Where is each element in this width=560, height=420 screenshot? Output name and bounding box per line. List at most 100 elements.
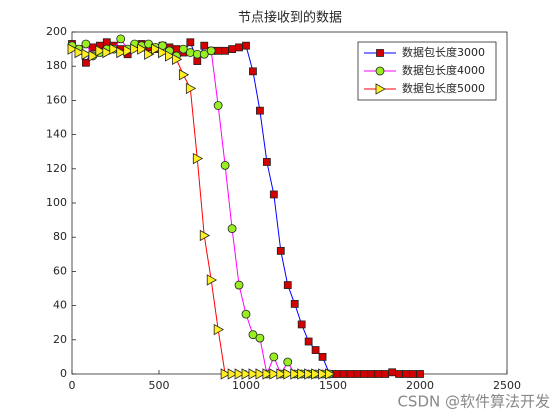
marker: [220, 368, 231, 380]
marker: [200, 41, 209, 50]
x-tick-label: 0: [69, 379, 76, 392]
marker: [213, 323, 224, 336]
marker: [290, 299, 299, 308]
x-tick-label: 2500: [493, 379, 521, 392]
marker: [171, 53, 183, 66]
marker: [304, 337, 313, 346]
marker: [199, 49, 209, 59]
marker: [234, 280, 244, 290]
marker: [199, 229, 211, 242]
marker: [297, 320, 306, 329]
marker: [283, 368, 294, 380]
marker: [375, 66, 385, 76]
marker: [262, 368, 273, 380]
marker: [269, 352, 279, 362]
marker: [123, 45, 134, 57]
marker: [165, 50, 176, 62]
marker: [249, 67, 257, 76]
marker: [88, 50, 99, 62]
y-tick-label: 180: [46, 59, 67, 72]
marker: [228, 45, 236, 53]
marker: [178, 44, 188, 54]
marker: [116, 46, 127, 59]
y-tick-label: 80: [53, 230, 67, 243]
marker: [241, 309, 251, 319]
marker: [269, 368, 280, 380]
marker: [376, 49, 384, 57]
marker: [178, 69, 190, 81]
y-tick-label: 60: [53, 264, 67, 277]
marker: [242, 41, 250, 50]
marker: [95, 45, 106, 57]
marker: [241, 368, 252, 380]
marker: [262, 158, 271, 166]
marker: [395, 370, 404, 378]
marker: [375, 83, 386, 95]
marker: [255, 333, 265, 343]
marker: [206, 274, 218, 286]
marker: [192, 152, 204, 165]
legend-label: 数据包长度5000: [402, 81, 485, 95]
y-tick-label: 160: [46, 93, 67, 106]
watermark: CSDN @软件算法开发: [397, 393, 550, 411]
marker: [381, 370, 390, 378]
y-tick-label: 0: [60, 367, 67, 380]
marker: [144, 39, 153, 49]
marker: [311, 346, 320, 354]
marker: [151, 43, 162, 55]
marker: [82, 58, 90, 67]
legend-label: 数据包长度3000: [402, 45, 485, 59]
marker: [137, 43, 148, 55]
marker: [318, 368, 329, 380]
marker: [235, 43, 243, 52]
marker: [374, 370, 383, 378]
marker: [276, 246, 285, 255]
marker: [81, 48, 92, 60]
marker: [220, 160, 230, 170]
marker: [221, 46, 230, 55]
marker: [186, 38, 195, 47]
marker: [130, 43, 141, 55]
marker: [234, 368, 245, 380]
marker: [339, 370, 348, 378]
marker: [283, 357, 293, 367]
marker: [185, 82, 197, 95]
marker: [346, 370, 355, 378]
chart-title: 节点接收到的数据: [238, 10, 342, 26]
y-tick-label: 200: [46, 25, 67, 38]
marker: [388, 368, 397, 377]
marker: [206, 46, 216, 56]
marker: [255, 368, 266, 380]
marker: [304, 368, 315, 380]
marker: [409, 370, 417, 378]
marker: [227, 224, 237, 234]
x-tick-label: 2000: [406, 379, 434, 392]
x-tick-label: 500: [149, 379, 170, 392]
marker: [276, 368, 287, 380]
marker: [353, 370, 362, 378]
y-tick-label: 140: [46, 128, 67, 141]
marker: [144, 48, 155, 60]
marker: [360, 370, 369, 378]
marker: [67, 43, 78, 55]
x-tick-label: 1500: [319, 379, 347, 392]
marker: [325, 368, 336, 380]
marker: [256, 106, 264, 115]
marker: [116, 34, 126, 44]
marker: [74, 46, 85, 59]
marker: [402, 370, 410, 378]
marker: [102, 46, 113, 59]
marker: [81, 39, 91, 49]
y-tick-label: 100: [46, 196, 67, 209]
y-tick-label: 40: [53, 299, 67, 312]
marker: [214, 46, 223, 55]
marker: [227, 368, 238, 380]
marker: [269, 190, 278, 199]
marker: [311, 368, 322, 380]
y-tick-label: 120: [46, 162, 67, 175]
marker: [213, 101, 223, 110]
y-tick-label: 20: [53, 333, 67, 346]
marker: [290, 368, 301, 380]
marker: [248, 330, 258, 340]
